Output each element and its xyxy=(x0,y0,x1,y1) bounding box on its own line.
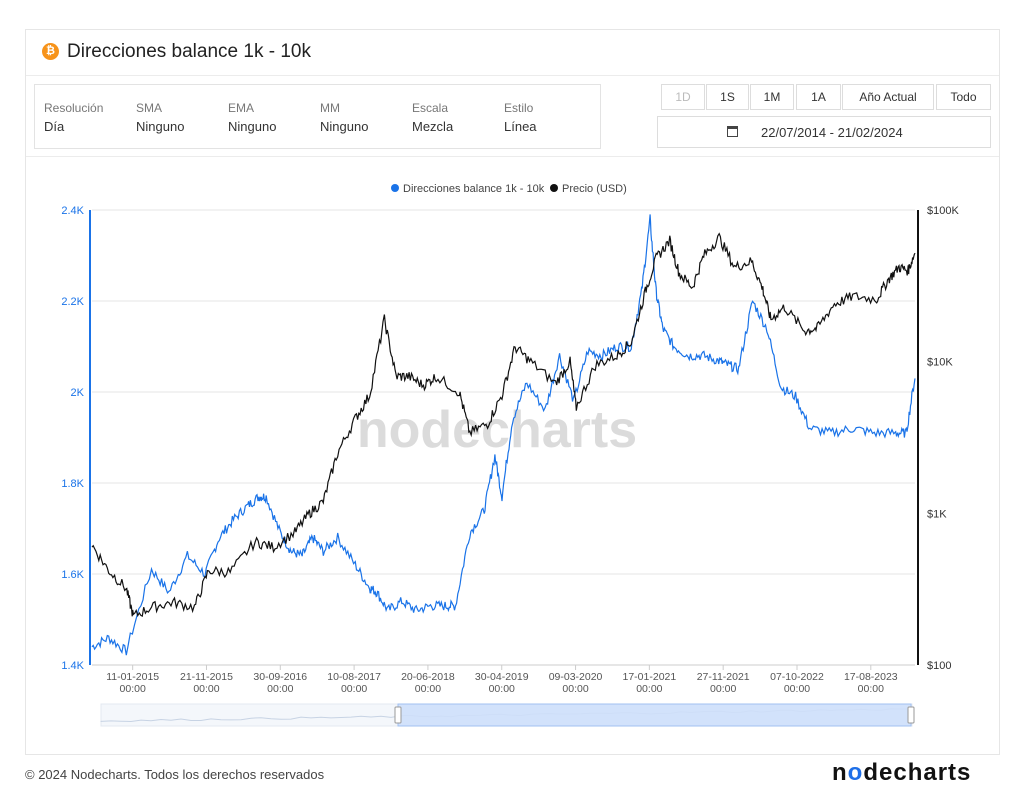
y-left-tick-label: 2.4K xyxy=(61,205,84,217)
option-label: Estilo xyxy=(504,101,534,115)
range-current-year-button[interactable]: Año Actual xyxy=(842,84,934,110)
option-value: Mezcla xyxy=(412,119,454,134)
date-range-text: 22/07/2014 - 21/02/2024 xyxy=(761,125,903,140)
navigator-selection[interactable] xyxy=(397,703,912,727)
option-style[interactable]: Estilo Línea xyxy=(504,101,537,134)
calendar-icon xyxy=(727,126,738,137)
y-right-tick-label: $1K xyxy=(927,508,947,520)
x-tick-label: 20-06-2018 00:00 xyxy=(401,671,455,695)
option-value: Ninguno xyxy=(136,119,185,134)
legend-label-precio[interactable]: Precio (USD) xyxy=(562,183,627,195)
option-sma[interactable]: SMA Ninguno xyxy=(136,101,184,134)
brand-logo: nodecharts xyxy=(832,759,972,786)
navigator-handle-right[interactable] xyxy=(907,706,915,724)
option-value: Ninguno xyxy=(228,119,277,134)
x-tick-label: 17-08-2023 00:00 xyxy=(844,671,898,695)
copyright-text: © 2024 Nodecharts. Todos los derechos re… xyxy=(25,767,325,782)
y-left-tick-label: 1.4K xyxy=(61,660,84,672)
option-mm[interactable]: MM Ninguno xyxy=(320,101,368,134)
date-range-picker[interactable]: 22/07/2014 - 21/02/2024 xyxy=(657,116,991,148)
option-resolution[interactable]: Resolución Día xyxy=(44,101,103,134)
divider xyxy=(26,156,999,157)
option-label: SMA xyxy=(136,101,163,115)
option-value: Día xyxy=(44,119,65,134)
series-line-precio xyxy=(91,232,916,618)
bitcoin-icon: ₿ xyxy=(42,43,59,60)
range-1m-button[interactable]: 1M xyxy=(750,84,794,110)
x-tick-label: 07-10-2022 00:00 xyxy=(770,671,824,695)
y-right-tick-label: $100 xyxy=(927,660,951,672)
option-label: EMA xyxy=(228,101,255,115)
option-label: MM xyxy=(320,101,340,115)
legend-marker-precio[interactable] xyxy=(550,184,558,192)
x-tick-label: 27-11-2021 00:00 xyxy=(697,671,750,695)
option-value: Línea xyxy=(504,119,537,134)
range-1d-button[interactable]: 1D xyxy=(661,84,705,110)
legend-marker-direcciones[interactable] xyxy=(391,184,399,192)
x-tick-label: 10-08-2017 00:00 xyxy=(327,671,381,695)
y-left-tick-label: 2.2K xyxy=(61,296,84,308)
y-left-tick-label: 1.6K xyxy=(61,569,84,581)
y-right-tick-label: $10K xyxy=(927,357,953,369)
x-tick-label: 21-11-2015 00:00 xyxy=(180,671,233,695)
x-tick-label: 30-04-2019 00:00 xyxy=(475,671,529,695)
page-title: Direcciones balance 1k - 10k xyxy=(67,41,311,62)
range-1s-button[interactable]: 1S xyxy=(706,84,749,110)
watermark: nodecharts xyxy=(357,401,637,459)
range-all-button[interactable]: Todo xyxy=(936,84,991,110)
x-tick-label: 11-01-2015 00:00 xyxy=(106,671,159,695)
legend-label-direcciones[interactable]: Direcciones balance 1k - 10k xyxy=(403,183,545,195)
navigator-handle-left[interactable] xyxy=(394,706,402,724)
chart-options: Resolución Día SMA Ninguno EMA Ninguno M… xyxy=(34,84,601,149)
y-left-tick-label: 1.8K xyxy=(61,478,84,490)
option-value: Ninguno xyxy=(320,119,369,134)
range-1a-button[interactable]: 1A xyxy=(796,84,841,110)
y-right-tick-label: $100K xyxy=(927,205,959,217)
card-header: ₿ Direcciones balance 1k - 10k xyxy=(26,30,999,76)
x-tick-label: 09-03-2020 00:00 xyxy=(549,671,603,695)
option-label: Escala xyxy=(412,101,449,115)
y-left-tick-label: 2K xyxy=(71,387,85,399)
option-label: Resolución xyxy=(44,101,104,115)
x-tick-label: 30-09-2016 00:00 xyxy=(253,671,307,695)
option-ema[interactable]: EMA Ninguno xyxy=(228,101,276,134)
x-tick-label: 17-01-2021 00:00 xyxy=(623,671,677,695)
series-line-direcciones xyxy=(91,214,916,656)
option-scale[interactable]: Escala Mezcla xyxy=(412,101,453,134)
